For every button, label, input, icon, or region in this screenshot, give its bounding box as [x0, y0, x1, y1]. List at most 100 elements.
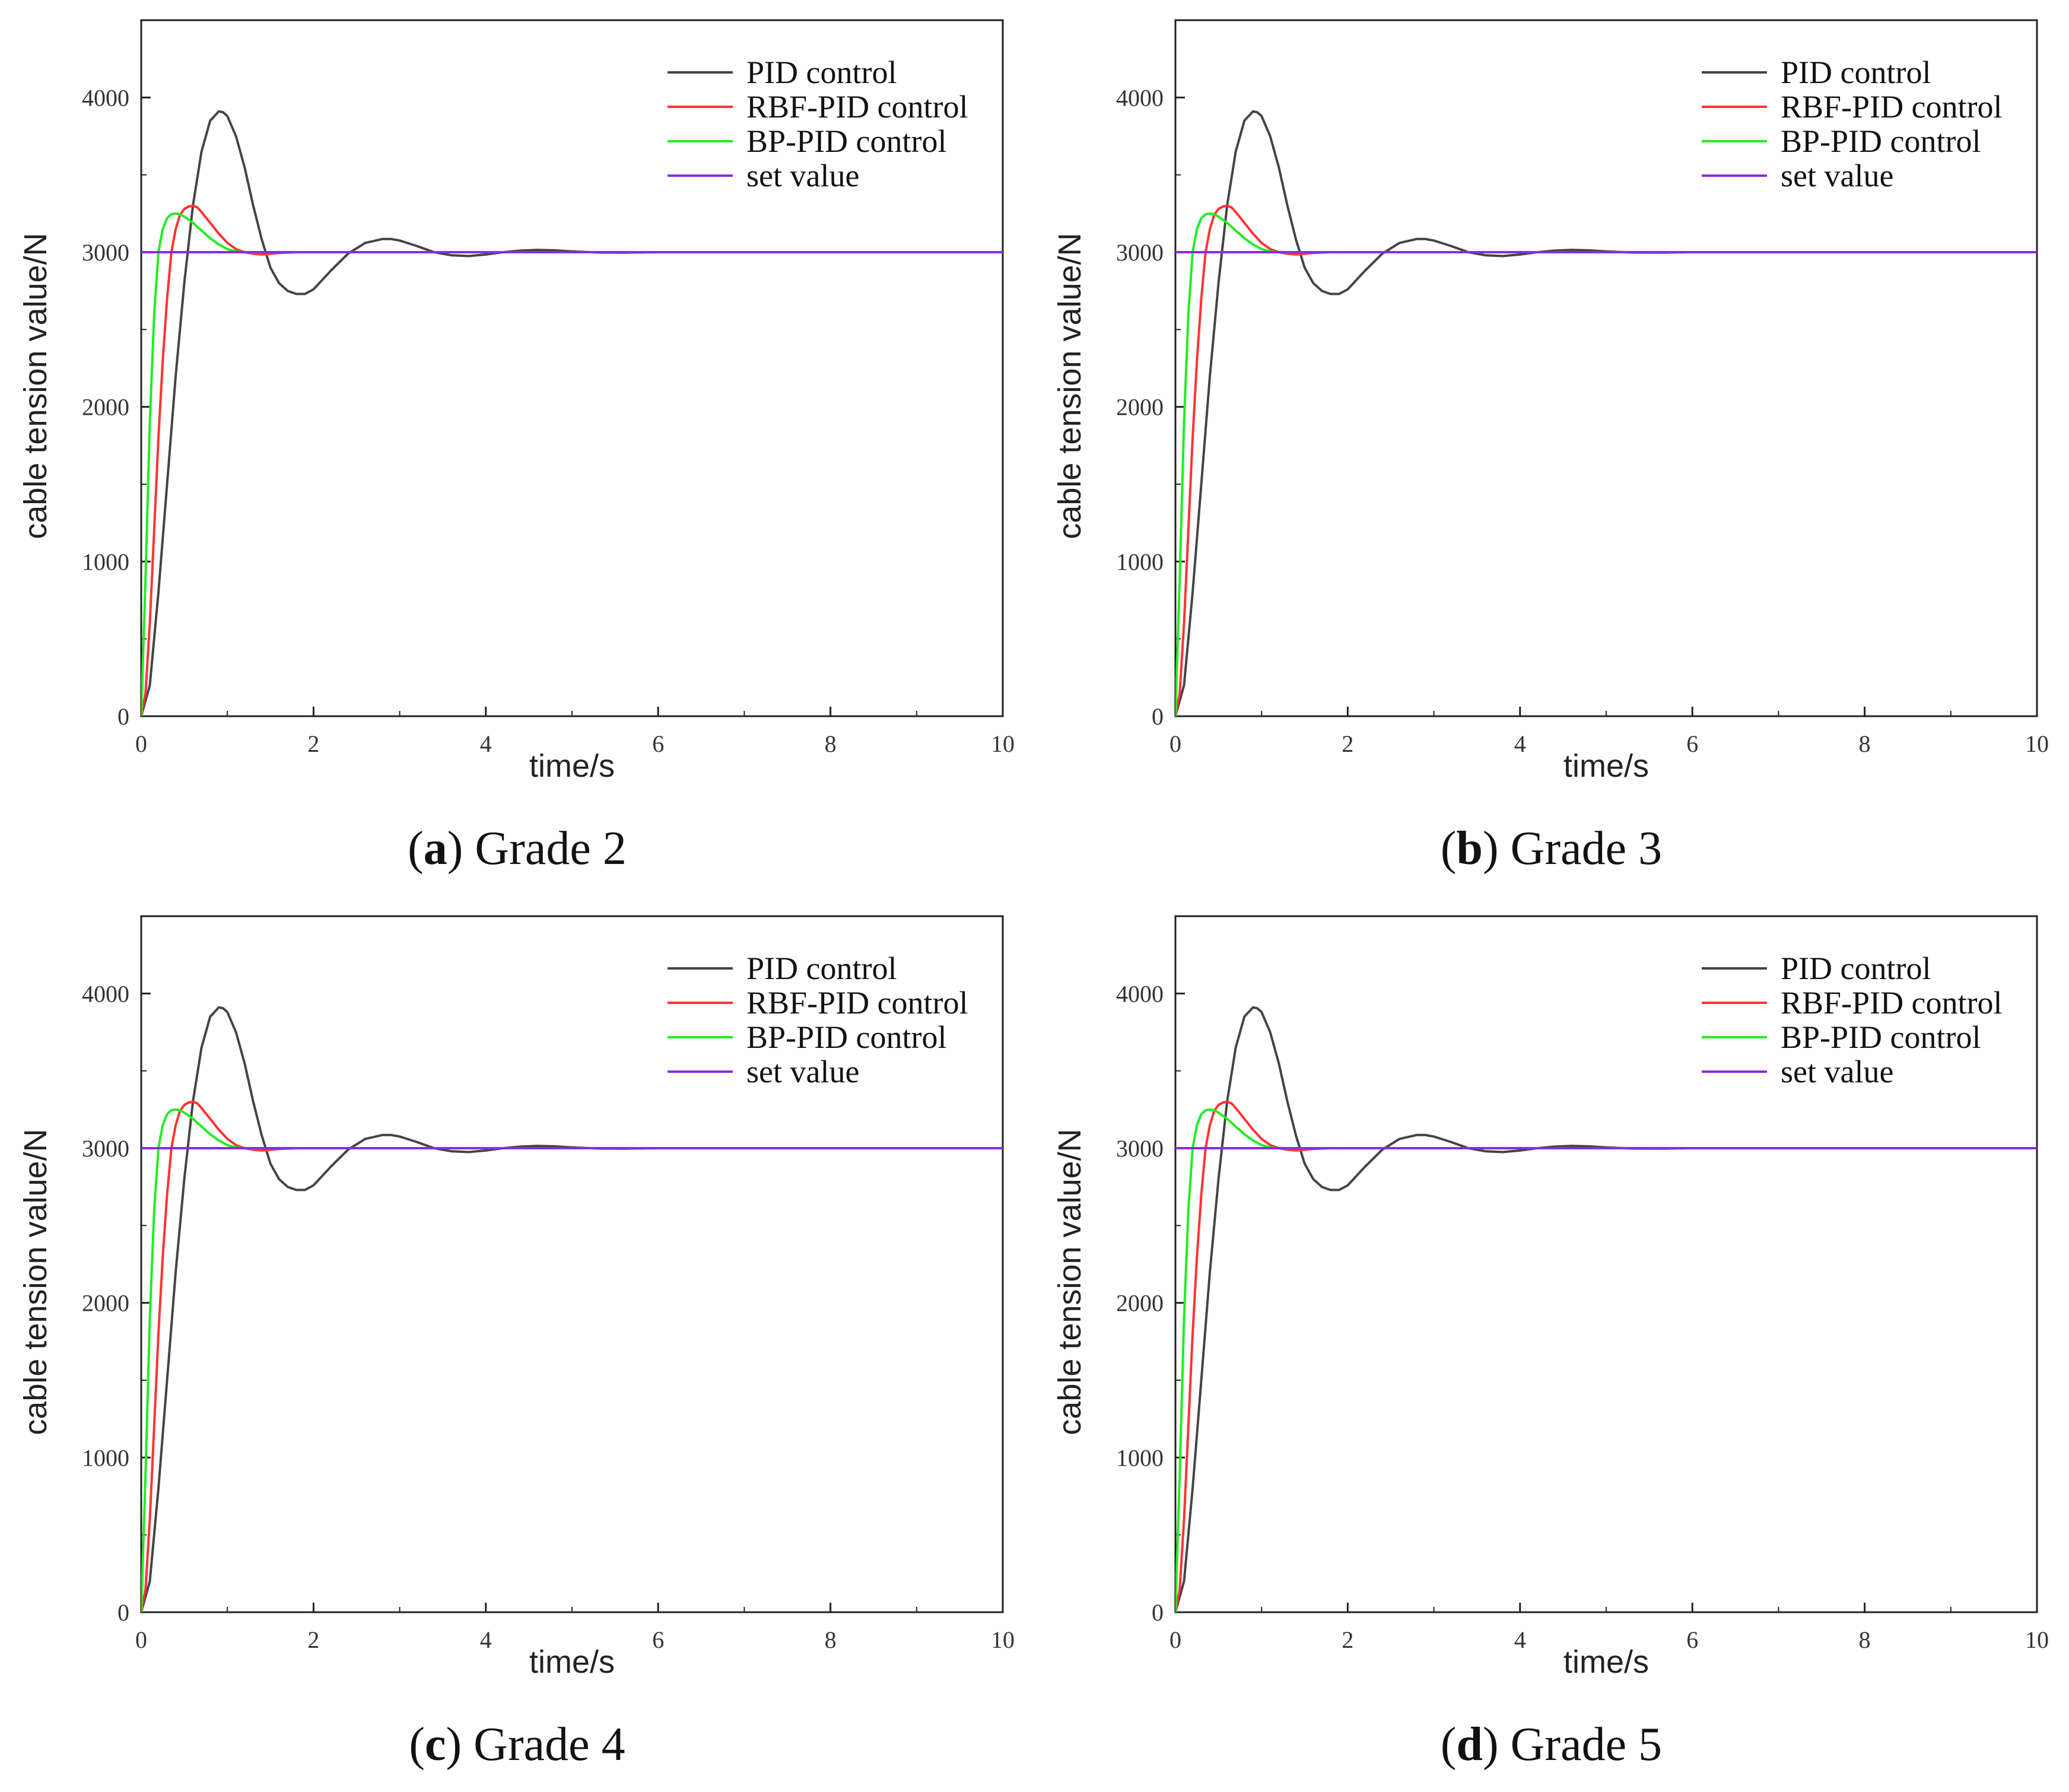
plot-frame	[140, 915, 1004, 1613]
y-tick-label: 4000	[82, 980, 129, 1007]
legend-label-pid-control: PID control	[1781, 55, 1931, 90]
x-tick-label: 6	[652, 730, 664, 757]
caption-letter: b	[1456, 822, 1483, 875]
y-axis-label: cable tension value/N	[1052, 1129, 1088, 1435]
series-line-pid-control	[1175, 110, 2037, 716]
legend-label-bp-pid-control: BP-PID control	[1781, 1019, 1981, 1055]
legend-label-set-value: set value	[746, 158, 859, 193]
caption-letter: a	[423, 822, 447, 875]
y-axis: 0 1000 2000 3000 4000	[1116, 20, 1185, 730]
y-tick-label: 0	[1152, 703, 1164, 730]
x-tick-label: 2	[307, 730, 319, 757]
x-tick-label: 2	[307, 1626, 319, 1653]
panel-b: 0 2 4 6 8 10 time/s 0 1000 2000 3000 4000 cable tens…	[1034, 0, 2068, 896]
legend-label-set-value: set value	[1781, 158, 1893, 193]
legend-label-bp-pid-control: BP-PID control	[746, 123, 947, 159]
x-tick-label: 8	[825, 730, 837, 757]
chart-b: 0 2 4 6 8 10 time/s 0 1000 2000 3000 4000 cable tens…	[1052, 19, 2049, 784]
x-axis: 0 2 4 6 8 10	[135, 707, 1015, 757]
x-tick-label: 4	[480, 730, 492, 757]
y-tick-label: 2000	[1116, 394, 1164, 421]
legend-label-pid-control: PID control	[746, 951, 897, 986]
x-tick-label: 4	[1514, 1626, 1526, 1653]
legend-label-set-value: set value	[746, 1054, 859, 1089]
legend-label-set-value: set value	[1781, 1054, 1893, 1089]
caption-d: (d) Grade 5	[1440, 1718, 1663, 1771]
y-tick-label: 1000	[1116, 548, 1164, 575]
series-group	[1175, 110, 2037, 716]
caption-letter: c	[425, 1718, 446, 1771]
y-tick-label: 3000	[1116, 239, 1164, 266]
series-line-pid-control	[141, 110, 1003, 716]
x-axis: 0 2 4 6 8 10	[135, 1603, 1015, 1653]
legend-label-pid-control: PID control	[1781, 951, 1931, 986]
x-tick-label: 2	[1342, 1626, 1353, 1653]
x-tick-label: 6	[652, 1626, 664, 1653]
x-tick-label: 10	[991, 730, 1015, 757]
y-tick-label: 1000	[82, 548, 129, 575]
caption-c: (c) Grade 4	[409, 1718, 625, 1771]
chart-d: 0 2 4 6 8 10 time/s 0 1000 2000 3000 4000 cable tens…	[1052, 915, 2049, 1680]
panel-c: 0 2 4 6 8 10 time/s 0 1000 2000 3000 4000 cable tens…	[0, 896, 1034, 1792]
series-line-pid-control	[141, 1006, 1003, 1612]
y-tick-label: 0	[117, 1599, 129, 1626]
legend-label-bp-pid-control: BP-PID control	[1781, 123, 1981, 159]
x-tick-label: 0	[1169, 730, 1181, 757]
y-tick-label: 1000	[1116, 1444, 1164, 1471]
x-tick-label: 0	[135, 1626, 147, 1653]
y-tick-label: 0	[117, 703, 129, 730]
series-line-pid-control	[1175, 1006, 2037, 1612]
x-tick-label: 10	[2025, 730, 2049, 757]
x-tick-label: 4	[480, 1626, 492, 1653]
series-group	[141, 1006, 1003, 1612]
x-tick-label: 6	[1686, 1626, 1698, 1653]
x-axis-label: time/s	[529, 1644, 615, 1680]
plot-frame	[1174, 19, 2038, 717]
x-tick-label: 0	[1169, 1626, 1181, 1653]
x-axis-label: time/s	[529, 748, 615, 784]
y-tick-label: 4000	[1116, 84, 1164, 111]
caption-text: Grade 5	[1510, 1718, 1663, 1771]
y-axis: 0 1000 2000 3000 4000	[82, 20, 151, 730]
x-axis: 0 2 4 6 8 10	[1169, 707, 2049, 757]
caption-a: (a) Grade 2	[408, 822, 627, 875]
x-tick-label: 8	[825, 1626, 837, 1653]
series-group	[1175, 1006, 2037, 1612]
y-tick-label: 3000	[82, 1135, 129, 1162]
y-tick-label: 3000	[1116, 1135, 1164, 1162]
caption-text: Grade 2	[475, 822, 627, 875]
plot-frame	[1174, 915, 2038, 1613]
legend-label-bp-pid-control: BP-PID control	[746, 1019, 947, 1055]
legend-label-rbf-pid-control: RBF-PID control	[746, 89, 968, 125]
y-axis: 0 1000 2000 3000 4000	[1116, 916, 1185, 1626]
legend-label-rbf-pid-control: RBF-PID control	[1781, 985, 2003, 1021]
y-axis-label: cable tension value/N	[18, 1129, 53, 1435]
x-tick-label: 10	[991, 1626, 1015, 1653]
y-tick-label: 4000	[1116, 980, 1164, 1007]
y-axis-label: cable tension value/N	[18, 233, 53, 539]
y-tick-label: 2000	[82, 394, 129, 421]
x-tick-label: 2	[1342, 730, 1353, 757]
y-tick-label: 2000	[1116, 1290, 1164, 1317]
legend-label-rbf-pid-control: RBF-PID control	[746, 985, 968, 1021]
caption-letter: d	[1456, 1718, 1483, 1771]
x-tick-label: 8	[1859, 730, 1871, 757]
caption-b: (b) Grade 3	[1440, 822, 1663, 875]
x-axis: 0 2 4 6 8 10	[1169, 1603, 2049, 1653]
y-axis-label: cable tension value/N	[1052, 233, 1088, 539]
y-tick-label: 4000	[82, 84, 129, 111]
y-tick-label: 1000	[82, 1444, 129, 1471]
x-tick-label: 6	[1686, 730, 1698, 757]
x-axis-label: time/s	[1563, 1644, 1649, 1680]
x-tick-label: 0	[135, 730, 147, 757]
legend-label-rbf-pid-control: RBF-PID control	[1781, 89, 2003, 125]
caption-text: Grade 3	[1510, 822, 1663, 875]
y-tick-label: 3000	[82, 239, 129, 266]
x-tick-label: 8	[1859, 1626, 1871, 1653]
x-tick-label: 4	[1514, 730, 1526, 757]
x-tick-label: 10	[2025, 1626, 2049, 1653]
legend-label-pid-control: PID control	[746, 55, 897, 90]
